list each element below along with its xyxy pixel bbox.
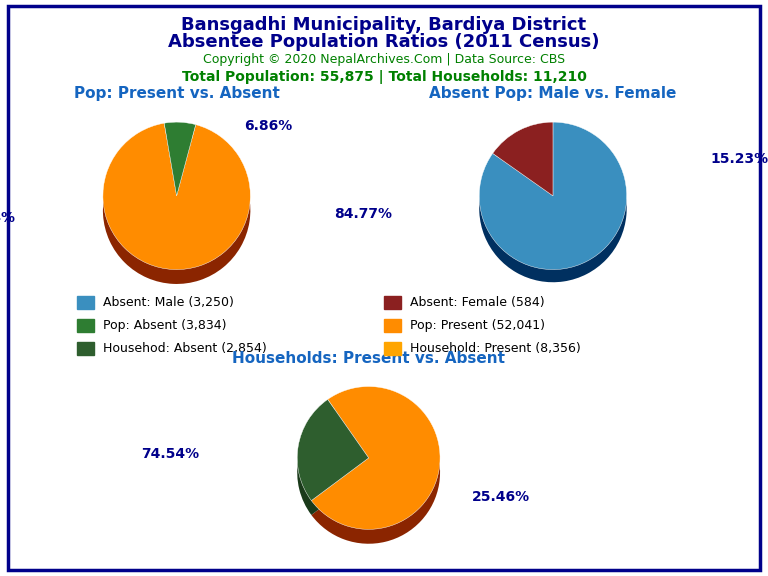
Wedge shape: [103, 123, 250, 270]
Text: 74.54%: 74.54%: [141, 448, 200, 461]
Wedge shape: [493, 122, 553, 196]
Text: Pop: Absent (3,834): Pop: Absent (3,834): [103, 319, 227, 332]
Wedge shape: [479, 122, 627, 270]
Wedge shape: [493, 135, 553, 209]
Text: Households: Present vs. Absent: Households: Present vs. Absent: [232, 351, 505, 366]
Text: Househod: Absent (2,854): Househod: Absent (2,854): [103, 342, 266, 355]
Text: Absent: Female (584): Absent: Female (584): [410, 296, 545, 309]
Text: 25.46%: 25.46%: [472, 490, 530, 504]
Text: Bansgadhi Municipality, Bardiya District: Bansgadhi Municipality, Bardiya District: [181, 16, 587, 34]
Wedge shape: [297, 399, 369, 501]
Text: Pop: Present (52,041): Pop: Present (52,041): [410, 319, 545, 332]
Text: Total Population: 55,875 | Total Households: 11,210: Total Population: 55,875 | Total Househo…: [181, 70, 587, 84]
Text: 15.23%: 15.23%: [710, 152, 768, 166]
Wedge shape: [311, 386, 440, 529]
Wedge shape: [311, 401, 440, 544]
Text: 6.86%: 6.86%: [244, 119, 293, 133]
Text: 84.77%: 84.77%: [333, 207, 392, 221]
Wedge shape: [297, 414, 369, 515]
Text: Household: Present (8,356): Household: Present (8,356): [410, 342, 581, 355]
Text: Copyright © 2020 NepalArchives.Com | Data Source: CBS: Copyright © 2020 NepalArchives.Com | Dat…: [203, 53, 565, 66]
Wedge shape: [479, 135, 627, 282]
Text: Pop: Present vs. Absent: Pop: Present vs. Absent: [74, 86, 280, 101]
Wedge shape: [103, 138, 250, 284]
Text: Absent Pop: Male vs. Female: Absent Pop: Male vs. Female: [429, 86, 677, 101]
Wedge shape: [164, 122, 196, 196]
Text: 93.14%: 93.14%: [0, 211, 15, 225]
Text: Absentee Population Ratios (2011 Census): Absentee Population Ratios (2011 Census): [168, 33, 600, 51]
Text: Absent: Male (3,250): Absent: Male (3,250): [103, 296, 233, 309]
Wedge shape: [164, 137, 196, 210]
